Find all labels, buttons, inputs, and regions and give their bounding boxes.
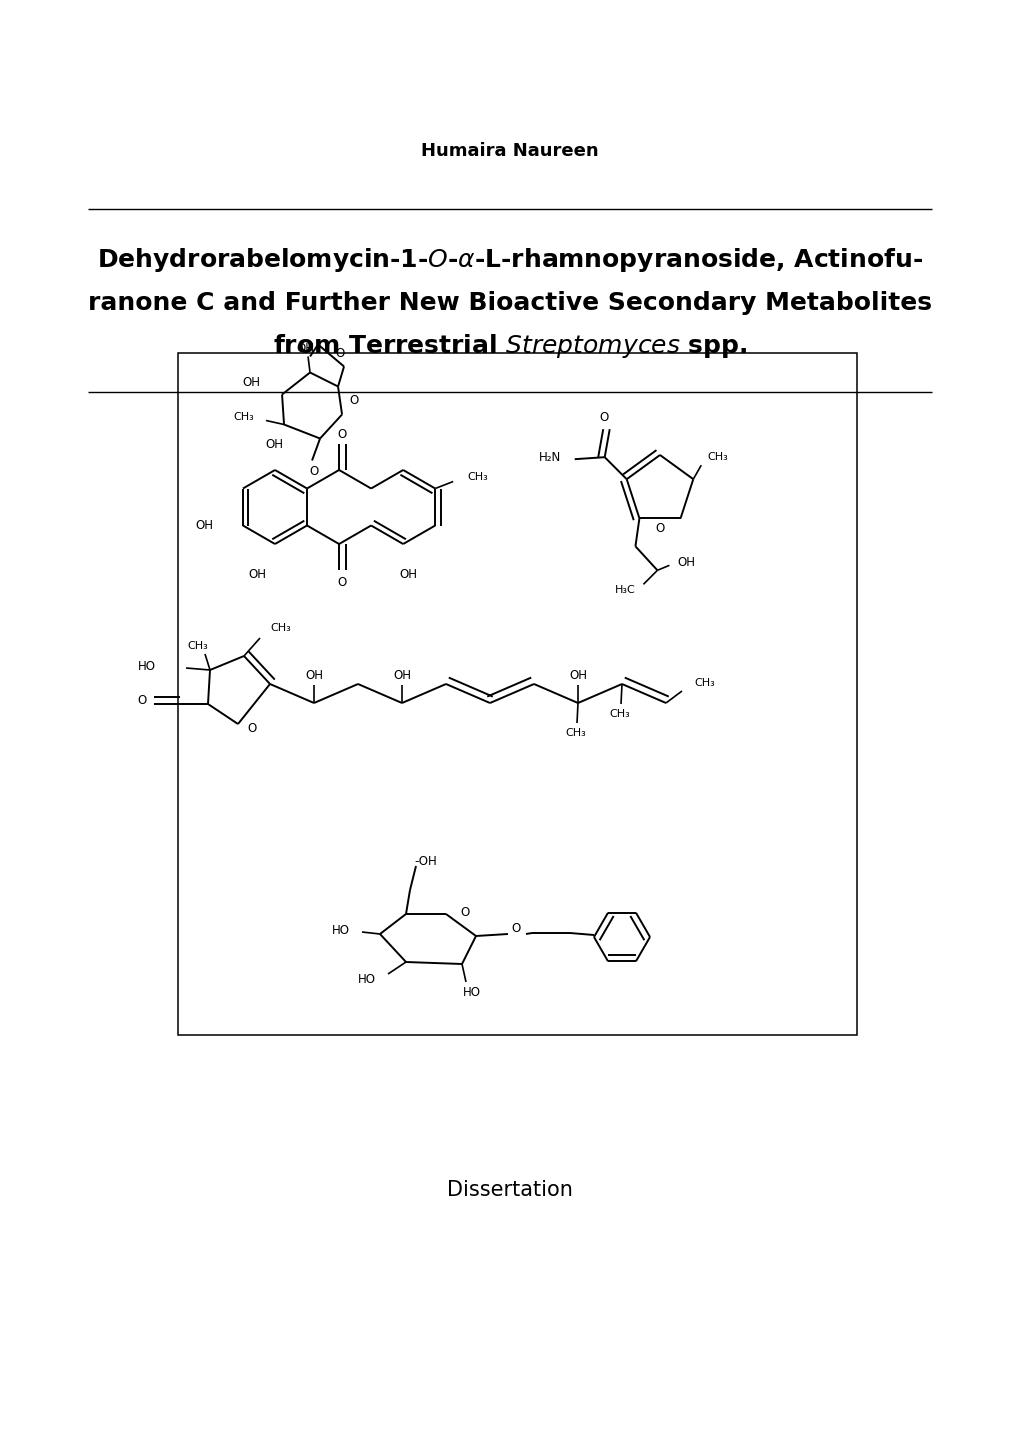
- Text: OH: OH: [398, 568, 417, 581]
- Text: O: O: [138, 695, 147, 708]
- Text: CH₃: CH₃: [233, 411, 254, 421]
- Text: Humaira Naureen: Humaira Naureen: [421, 143, 598, 160]
- Text: H₃C: H₃C: [614, 585, 635, 596]
- Text: CH₃: CH₃: [187, 642, 208, 650]
- Text: OH: OH: [242, 376, 260, 389]
- Text: CH₃: CH₃: [693, 678, 714, 688]
- Text: -OH: -OH: [414, 855, 436, 868]
- Text: OH: OH: [195, 519, 213, 532]
- Text: Dehydrorabelomycin-1-$\mathit{O}$-$\alpha$-L-rhamnopyranoside, Actinofu-: Dehydrorabelomycin-1-$\mathit{O}$-$\alph…: [97, 245, 922, 274]
- Text: O: O: [655, 522, 664, 535]
- Text: OH: OH: [296, 342, 314, 355]
- Text: CH₃: CH₃: [706, 453, 728, 463]
- Text: Dissertation: Dissertation: [446, 1180, 573, 1200]
- Text: CH₃: CH₃: [467, 472, 487, 482]
- Text: OH: OH: [265, 438, 282, 451]
- Text: OH: OH: [677, 555, 695, 568]
- Text: O: O: [248, 722, 257, 735]
- Text: ranone C and Further New Bioactive Secondary Metabolites: ranone C and Further New Bioactive Secon…: [88, 291, 931, 314]
- Text: HO: HO: [358, 973, 376, 986]
- Text: OH: OH: [569, 669, 586, 682]
- Text: H₂N: H₂N: [538, 451, 560, 464]
- Text: O: O: [337, 575, 346, 588]
- Text: CH₃: CH₃: [270, 623, 290, 633]
- Text: O: O: [598, 411, 607, 424]
- Text: O: O: [460, 907, 469, 920]
- Text: CH₃: CH₃: [566, 728, 586, 738]
- Text: from Terrestrial $\mathit{Streptomyces}$ spp.: from Terrestrial $\mathit{Streptomyces}$…: [272, 332, 747, 360]
- Text: O: O: [309, 464, 318, 477]
- Text: HO: HO: [463, 985, 481, 998]
- Text: HO: HO: [331, 923, 350, 936]
- Text: O: O: [335, 348, 344, 360]
- Text: CH₃: CH₃: [609, 709, 630, 720]
- Text: OH: OH: [248, 568, 266, 581]
- Text: O: O: [350, 394, 359, 407]
- Text: HO: HO: [138, 659, 156, 672]
- Bar: [178, 353, 856, 1035]
- Text: O: O: [337, 427, 346, 440]
- Text: O: O: [511, 921, 520, 934]
- Text: OH: OH: [305, 669, 323, 682]
- Text: OH: OH: [392, 669, 411, 682]
